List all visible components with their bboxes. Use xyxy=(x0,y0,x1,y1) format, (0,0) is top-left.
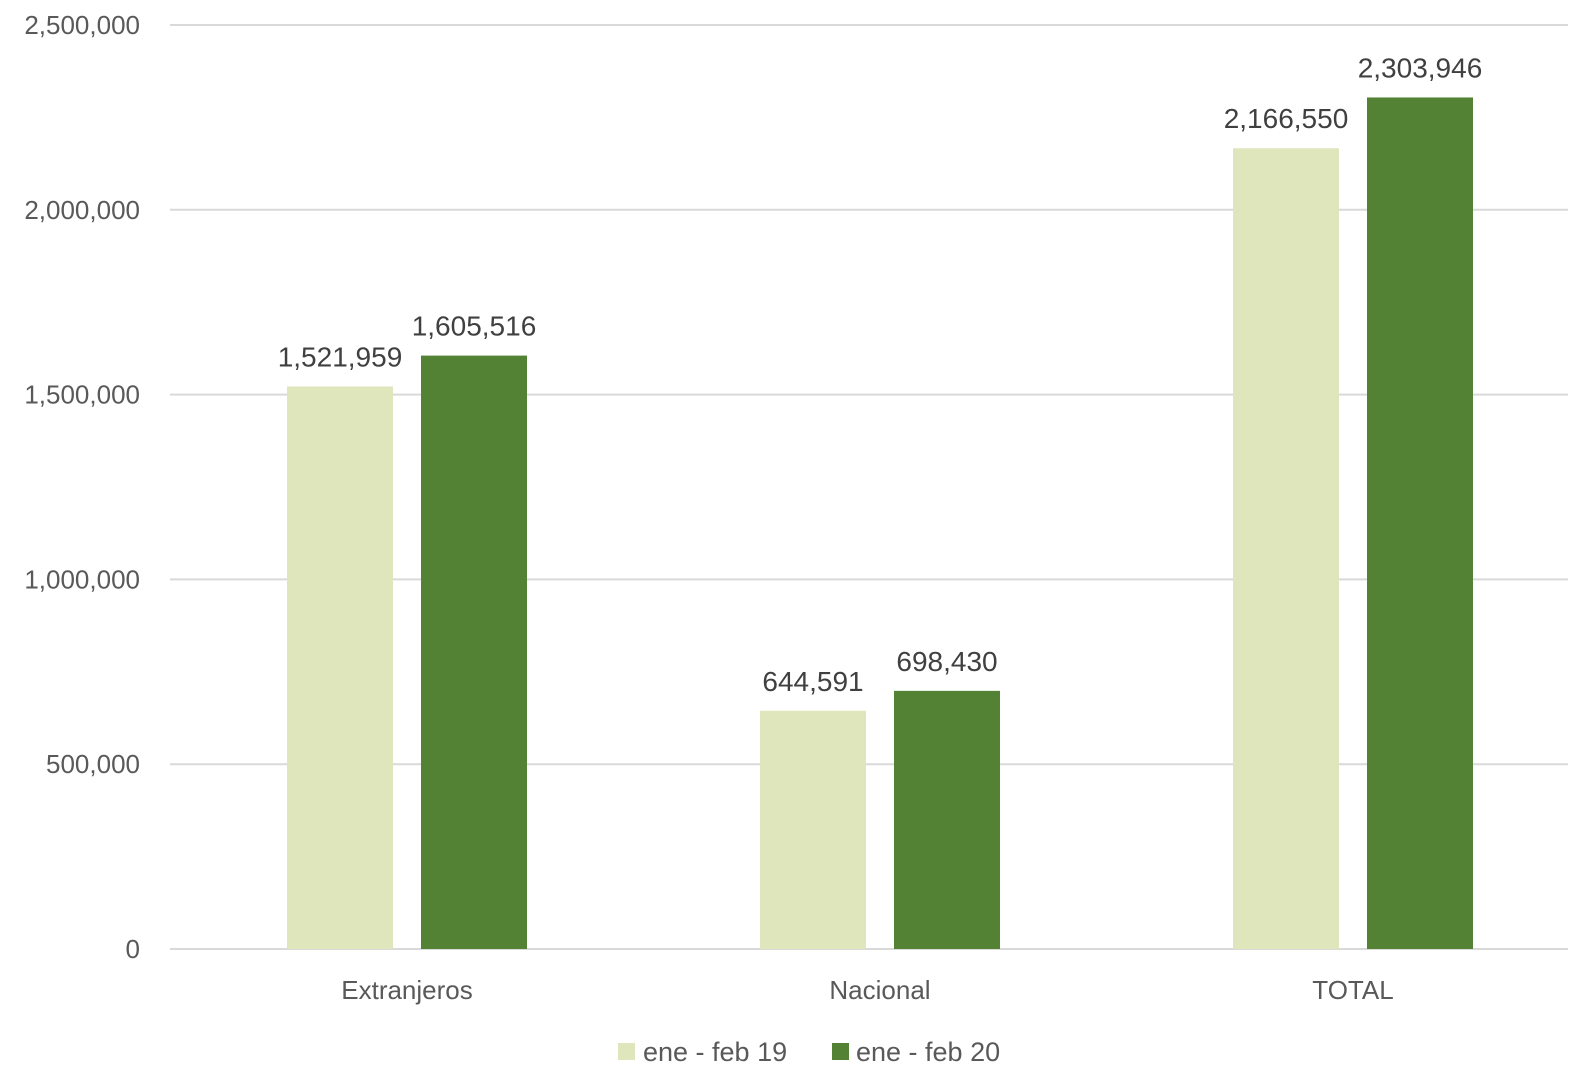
bar xyxy=(287,386,393,949)
legend-label: ene - feb 20 xyxy=(856,1037,1000,1067)
data-label: 2,303,946 xyxy=(1358,52,1483,83)
bar xyxy=(421,355,527,949)
legend-label: ene - feb 19 xyxy=(643,1037,787,1067)
bar xyxy=(894,690,1000,949)
data-labels: 1,521,959 644,591 2,166,550 1,605,516 698,43… xyxy=(278,52,1483,696)
y-tick-label: 500,000 xyxy=(46,749,140,779)
bars xyxy=(287,97,1473,950)
bar xyxy=(760,710,866,949)
y-tick-label: 1,000,000 xyxy=(24,564,140,594)
y-tick-label: 1,500,000 xyxy=(24,380,140,410)
data-label: 698,430 xyxy=(896,646,997,677)
data-label: 644,591 xyxy=(762,666,863,697)
y-tick-label: 2,500,000 xyxy=(24,10,140,40)
x-category-label: Nacional xyxy=(829,975,930,1005)
x-category-label: TOTAL xyxy=(1312,975,1393,1005)
data-label: 1,521,959 xyxy=(278,341,403,372)
bar xyxy=(1367,97,1473,950)
y-tick-label: 2,000,000 xyxy=(24,195,140,225)
legend: ene - feb 19 ene - feb 20 xyxy=(618,1037,1000,1067)
x-category-label: Extranjeros xyxy=(341,975,473,1005)
legend-swatch xyxy=(618,1043,635,1060)
legend-swatch xyxy=(832,1043,849,1060)
bar xyxy=(1233,148,1339,950)
data-label: 1,605,516 xyxy=(412,311,537,342)
x-axis-category-labels: Extranjeros Nacional TOTAL xyxy=(341,975,1393,1005)
y-axis-tick-labels: 0 500,000 1,000,000 1,500,000 2,000,000 2,500… xyxy=(24,10,140,964)
data-label: 2,166,550 xyxy=(1224,103,1349,134)
y-tick-label: 0 xyxy=(126,934,140,964)
